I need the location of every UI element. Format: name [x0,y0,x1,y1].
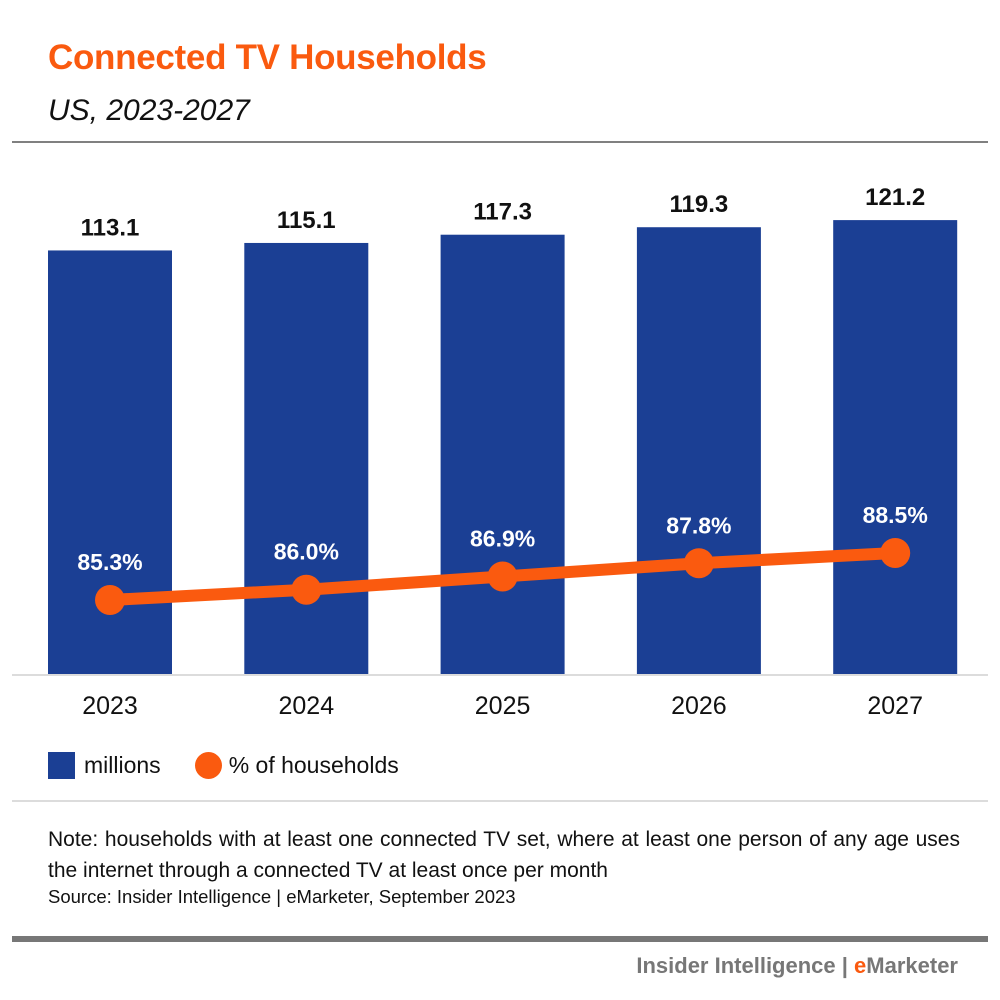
x-tick-2026: 2026 [671,692,727,720]
legend-divider [12,800,988,802]
bar-series [48,220,958,675]
bar-2025 [440,234,565,675]
x-tick-2027: 2027 [867,692,923,720]
x-tick-2023: 2023 [82,692,138,720]
header-divider [12,141,988,143]
line-point-2025 [487,561,518,592]
line-point-2027 [880,537,911,568]
bar-label-2023: 113.1 [81,214,140,241]
bar-label-2027: 121.2 [865,184,925,211]
chart-subtitle: US, 2023-2027 [48,94,250,127]
bar-label-2026: 119.3 [670,191,729,218]
line-label-2024: 86.0% [274,539,339,565]
brand-logo: Insider Intelligence | eMarketer [636,953,958,979]
footer-divider [12,936,988,942]
legend-bar-swatch [48,752,75,779]
x-axis-ticks: 2023 2024 2025 2026 2027 [82,692,923,720]
bar-2024 [244,242,369,674]
line-point-2024 [291,574,322,605]
footnote: Note: households with at least one conne… [48,828,960,882]
line-label-2025: 86.9% [470,525,535,551]
legend-line-swatch [194,752,222,779]
bar-label-2025: 117.3 [473,199,532,226]
legend-line-label: % of households [228,752,399,778]
bar-2026 [636,227,761,674]
line-point-2026 [683,548,714,579]
chart-title: Connected TV Households [48,38,487,77]
bar-label-2024: 115.1 [277,207,336,234]
legend: millions % of households [48,752,399,779]
brand-prefix: Insider Intelligence | [636,953,855,978]
line-label-2027: 88.5% [863,502,928,528]
line-value-labels: 85.3% 86.0% 86.9% 87.8% 88.5% [77,502,927,575]
line-series [95,537,911,615]
x-tick-2024: 2024 [278,692,334,720]
x-tick-2025: 2025 [475,692,531,720]
line-label-2026: 87.8% [666,512,731,538]
legend-bar-label: millions [84,752,161,778]
bar-value-labels: 113.1 115.1 117.3 119.3 121.2 [81,184,926,241]
brand-e: e [854,953,867,978]
line-point-2023 [95,585,125,615]
brand-rest: Marketer [866,953,958,978]
chart-area: 113.1 115.1 117.3 119.3 121.2 85.3% 86.0% 86.9… [12,184,988,720]
source-line: Source: Insider Intelligence | eMarketer… [48,886,516,907]
bar-2027 [833,220,958,674]
line-label-2023: 85.3% [77,549,142,575]
